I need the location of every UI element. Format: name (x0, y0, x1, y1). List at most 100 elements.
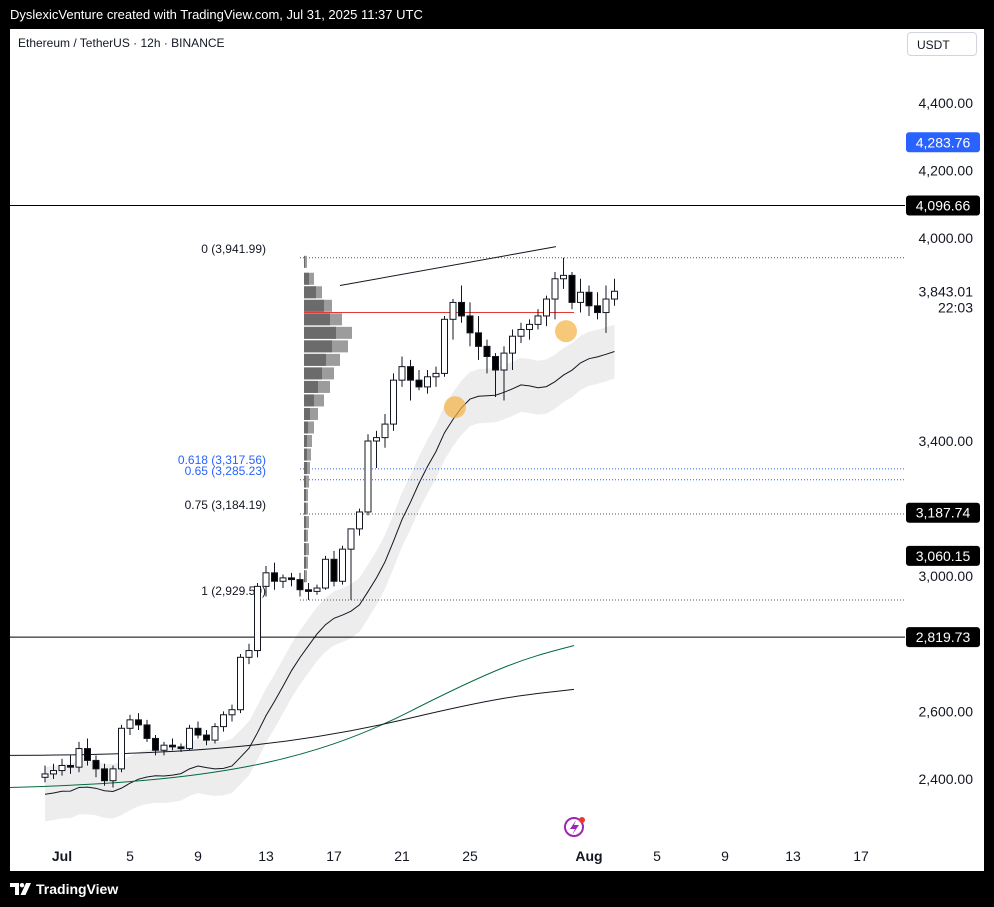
candle-body[interactable] (177, 746, 185, 750)
candle-body[interactable] (194, 727, 202, 736)
candle-body[interactable] (169, 744, 176, 748)
candle-body[interactable] (220, 714, 227, 728)
candle-body[interactable] (92, 759, 100, 770)
fib-level-label: 0.618 (3,317.56) (178, 453, 266, 467)
candle-body[interactable] (611, 290, 618, 300)
y-tick-label: 2,600.00 (919, 703, 974, 719)
x-tick-label: 5 (126, 848, 134, 864)
candle-body[interactable] (296, 579, 304, 591)
volume-profile-bar (304, 380, 318, 393)
candle-body[interactable] (458, 301, 465, 317)
candle-body[interactable] (517, 328, 525, 337)
candle-body[interactable] (330, 558, 338, 582)
candle-body[interactable] (271, 572, 278, 582)
candle-body[interactable] (475, 332, 482, 347)
x-tick-label: 13 (785, 848, 801, 864)
candle-body[interactable] (339, 548, 346, 582)
candle-body[interactable] (356, 511, 363, 530)
candle-body[interactable] (534, 315, 542, 325)
candle-body[interactable] (322, 558, 329, 589)
candle-body[interactable] (305, 589, 312, 592)
volume-profile-bar (304, 556, 306, 569)
fib-level-label: 0 (3,941.99) (201, 242, 266, 256)
candle-body[interactable] (58, 764, 66, 772)
candle-body[interactable] (364, 440, 372, 513)
candle-body[interactable] (254, 585, 261, 652)
ema-green-line (10, 645, 575, 788)
candle-body[interactable] (118, 727, 125, 770)
candle-body[interactable] (135, 719, 142, 726)
candle-body[interactable] (466, 315, 474, 334)
candle-body[interactable] (415, 379, 423, 388)
price-tag[interactable] (906, 502, 980, 523)
candle-body[interactable] (67, 764, 74, 768)
candle-body[interactable] (279, 577, 287, 582)
price-tag[interactable] (906, 545, 980, 566)
candle-body[interactable] (407, 366, 414, 381)
candle-body[interactable] (500, 352, 508, 371)
volume-profile-bar (304, 353, 326, 366)
candle-body[interactable] (381, 423, 389, 439)
brand-name: TradingView (36, 881, 119, 897)
candle-body[interactable] (441, 318, 448, 374)
ma-band (45, 324, 615, 822)
candle-body[interactable] (483, 345, 491, 357)
symbol-title[interactable]: Ethereum / TetherUS · 12h · BINANCE (18, 36, 225, 50)
candle-body[interactable] (594, 305, 601, 314)
candle-body[interactable] (585, 291, 593, 307)
candle-body[interactable] (424, 376, 431, 388)
candle-body[interactable] (262, 572, 270, 587)
candle-body[interactable] (492, 356, 499, 371)
candle-body[interactable] (84, 748, 91, 761)
candle-body[interactable] (568, 274, 576, 303)
candle-body[interactable] (109, 768, 117, 782)
candle-body[interactable] (560, 274, 567, 280)
candle-body[interactable] (152, 737, 159, 751)
y-tick-label: 4,200.00 (919, 163, 974, 179)
x-tick-label: 17 (326, 848, 342, 864)
tradingview-icon (10, 883, 31, 895)
chart-panel[interactable]: 0 (3,941.99) 0.618 (3,317.56) 0.65 (3,285.… (10, 29, 984, 871)
price-tag[interactable] (906, 627, 980, 648)
candle-body[interactable] (211, 726, 219, 741)
volume-profile-bar (304, 435, 307, 447)
candle-body[interactable] (288, 577, 295, 581)
candle-body[interactable] (228, 709, 236, 716)
candle-body[interactable] (313, 587, 321, 592)
volume-profile-bar (304, 516, 309, 529)
volume-profile-bar (304, 475, 309, 488)
candle-body[interactable] (373, 437, 380, 442)
candle-body[interactable] (50, 770, 57, 775)
candle-body[interactable] (543, 298, 550, 317)
candle-body[interactable] (347, 528, 355, 550)
lightning-icon[interactable] (564, 817, 585, 837)
currency-button[interactable]: USDT (907, 32, 977, 56)
candle-body[interactable] (577, 291, 584, 303)
candle-body[interactable] (526, 323, 533, 330)
resistance-trendline[interactable] (339, 246, 557, 287)
candle-body[interactable] (398, 366, 406, 381)
price-tag[interactable] (906, 195, 980, 216)
volume-profile-bar (304, 570, 305, 583)
chart-canvas[interactable]: 0 (3,941.99) 0.618 (3,317.56)0.65 (3,285.… (10, 29, 984, 871)
candle-body[interactable] (75, 748, 83, 768)
candle-body[interactable] (245, 650, 253, 658)
candle-body[interactable] (160, 744, 168, 751)
candle-body[interactable] (449, 301, 457, 320)
price-tag[interactable] (906, 132, 980, 153)
candle-body[interactable] (126, 719, 134, 729)
candle-body[interactable] (551, 278, 559, 300)
candle-body[interactable] (143, 724, 151, 739)
candle-body[interactable] (41, 773, 49, 778)
candle-body[interactable] (509, 335, 516, 354)
candle-body[interactable] (203, 734, 210, 741)
fib-level-label: 0.75 (3,184.19) (185, 498, 266, 512)
candle-body[interactable] (101, 768, 108, 782)
candle-body[interactable] (602, 298, 610, 314)
candle-body[interactable] (390, 379, 397, 425)
tradingview-logo[interactable]: TradingView (10, 881, 118, 897)
candle-body[interactable] (237, 656, 244, 711)
candle-body[interactable] (432, 372, 440, 378)
price-tag-label: 3,187.74 (916, 505, 971, 521)
candle-body[interactable] (186, 727, 193, 750)
